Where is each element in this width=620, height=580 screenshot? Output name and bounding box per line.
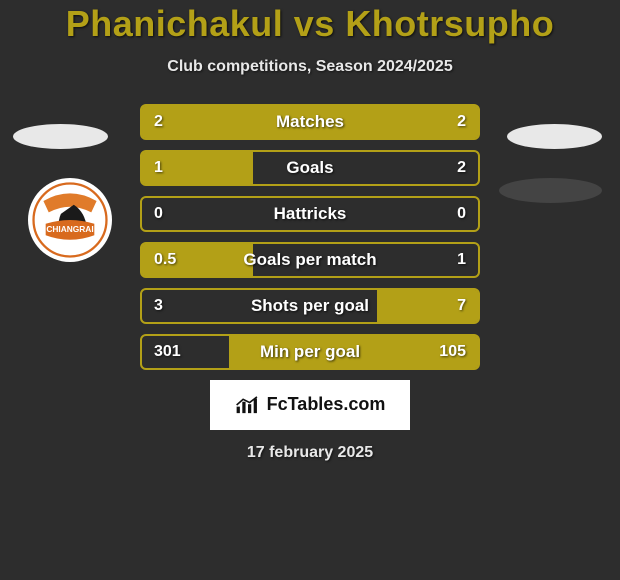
stat-right-value: 2 (457, 159, 466, 177)
stat-row: 0 Hattricks 0 (140, 196, 480, 232)
svg-text:CHIANGRAI: CHIANGRAI (46, 224, 93, 234)
page-title: Phanichakul vs Khotrsupho (0, 4, 620, 44)
chart-icon (235, 394, 261, 416)
stat-row: 2 Matches 2 (140, 104, 480, 140)
date: 17 february 2025 (0, 444, 620, 462)
watermark-text: FcTables.com (267, 394, 386, 415)
club-left-logo: CHIANGRAI (28, 178, 112, 262)
stat-right-value: 7 (457, 297, 466, 315)
stat-row: 301 Min per goal 105 (140, 334, 480, 370)
club-logo-svg: CHIANGRAI (32, 182, 108, 258)
stat-row: 0.5 Goals per match 1 (140, 242, 480, 278)
stat-right-value: 105 (439, 343, 466, 361)
club-right-badge-placeholder (499, 178, 602, 203)
stat-right-value: 0 (457, 205, 466, 223)
stat-label: Goals (142, 158, 478, 178)
stat-label: Shots per goal (142, 296, 478, 316)
subtitle: Club competitions, Season 2024/2025 (0, 58, 620, 76)
player-left-badge-placeholder (13, 124, 108, 149)
stat-label: Min per goal (142, 342, 478, 362)
stat-row: 1 Goals 2 (140, 150, 480, 186)
watermark: FcTables.com (210, 380, 410, 430)
stat-right-value: 1 (457, 251, 466, 269)
stat-label: Goals per match (142, 250, 478, 270)
stat-right-value: 2 (457, 113, 466, 131)
stat-label: Hattricks (142, 204, 478, 224)
player-right-badge-placeholder (507, 124, 602, 149)
stat-label: Matches (142, 112, 478, 132)
stat-row: 3 Shots per goal 7 (140, 288, 480, 324)
